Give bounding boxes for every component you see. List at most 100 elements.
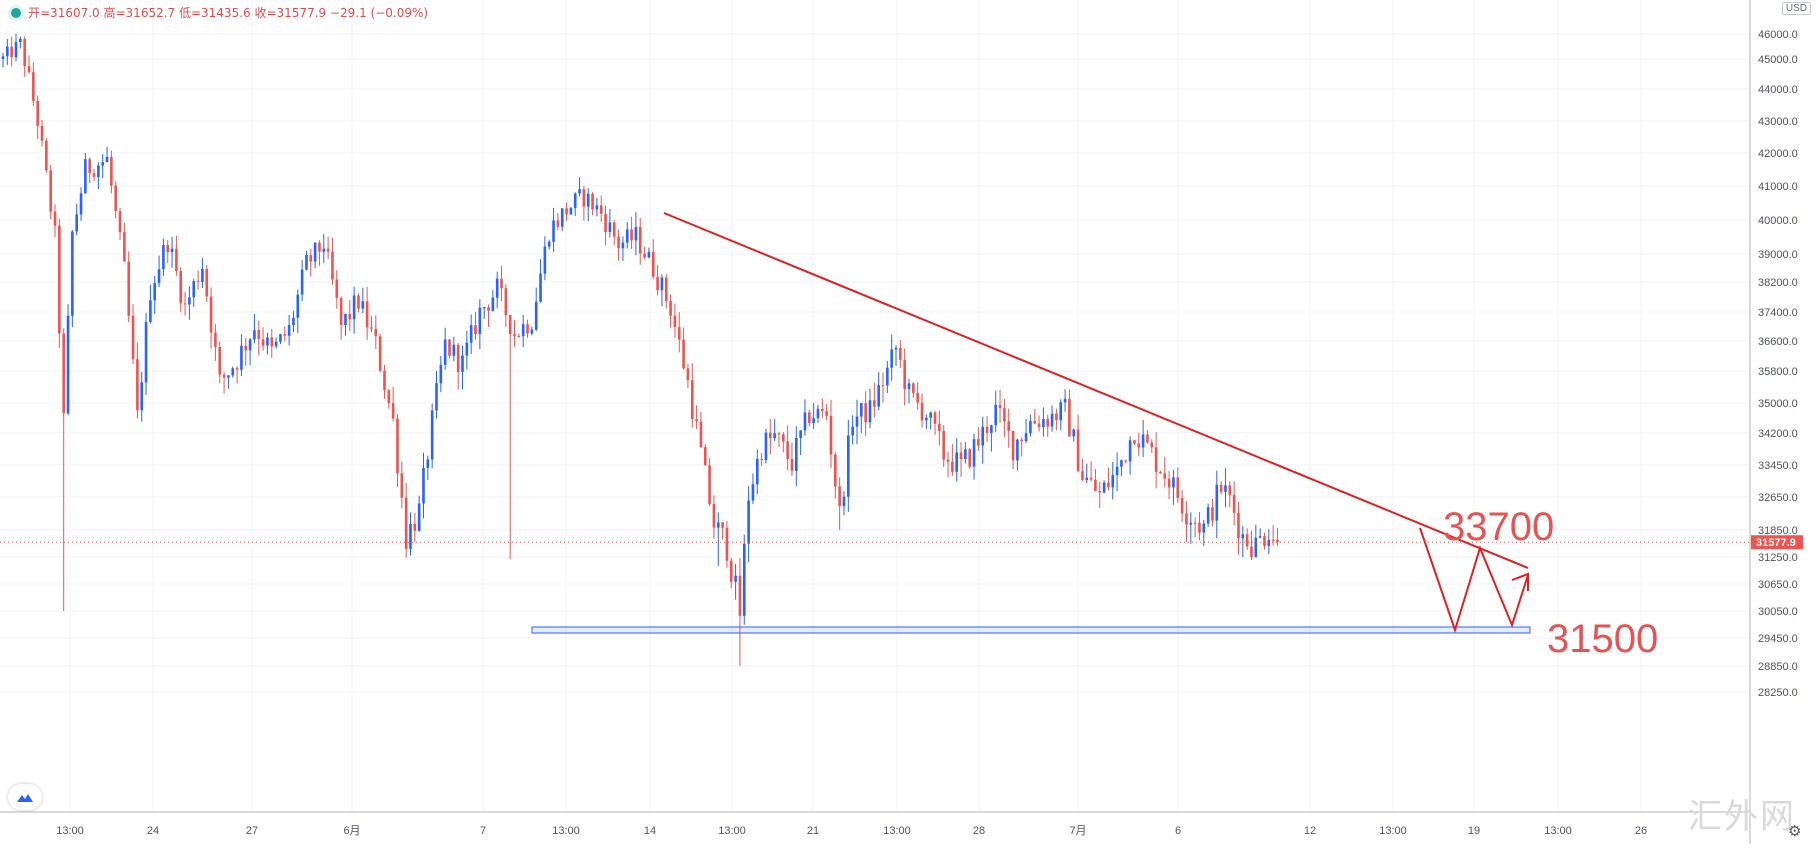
y-tick-label: 46000.0 <box>1758 29 1798 41</box>
candle-body <box>1029 421 1032 434</box>
candle-body <box>1276 539 1279 543</box>
candle-body <box>751 484 755 501</box>
y-tick-label: 29450.0 <box>1758 633 1798 645</box>
candle-body <box>49 170 52 212</box>
candle-body <box>842 496 846 507</box>
candle-body <box>183 303 187 305</box>
candle-body <box>339 298 343 325</box>
candle-body <box>578 189 581 194</box>
y-tick-label: 34200.0 <box>1758 428 1798 440</box>
candle-body <box>565 208 568 215</box>
candle-body <box>123 232 126 262</box>
drawings: 33700 31500 <box>0 212 1750 661</box>
candle-body <box>1245 534 1249 547</box>
candle-body <box>573 193 577 209</box>
y-tick-label: 38200.0 <box>1758 277 1798 289</box>
candle-body <box>118 211 122 233</box>
candle-body <box>725 527 729 561</box>
candle-body <box>45 140 48 171</box>
tradingview-logo-button[interactable] <box>8 784 42 810</box>
candle-body <box>1258 536 1262 538</box>
candle-body <box>417 503 421 531</box>
y-tick-label: 40000.0 <box>1758 215 1798 227</box>
candle-body <box>1219 484 1223 492</box>
y-tick-label: 39000.0 <box>1758 249 1798 261</box>
candle-body <box>465 342 469 356</box>
candle-body <box>205 268 209 297</box>
settings-gear-icon[interactable]: ⚙ <box>1788 823 1802 840</box>
candle-body <box>747 500 750 544</box>
candle-body <box>773 433 776 439</box>
last-price-tag <box>1751 535 1803 550</box>
candle-body <box>1111 475 1115 488</box>
candle-body <box>998 404 1002 409</box>
candle-body <box>140 382 144 411</box>
x-tick-label: 26 <box>1635 825 1647 837</box>
y-tick-label: 35800.0 <box>1758 366 1798 378</box>
candle-body <box>352 295 356 320</box>
candle-body <box>413 523 417 531</box>
candle-body <box>851 426 854 436</box>
candle-body <box>227 375 230 378</box>
candle-body <box>656 276 659 291</box>
candle-body <box>812 418 815 424</box>
candle-body <box>703 447 707 466</box>
candle-body <box>964 449 967 460</box>
candle-body <box>500 278 503 289</box>
candle-body <box>79 193 83 215</box>
candle-body <box>929 412 932 418</box>
candle-body <box>1094 479 1097 491</box>
candle-body <box>1159 471 1162 474</box>
candle-body <box>1059 402 1063 421</box>
x-tick-label: 12 <box>1304 825 1316 837</box>
candle-body <box>825 410 828 416</box>
candle-body <box>521 324 525 337</box>
candle-body <box>673 315 677 328</box>
candle-body <box>1137 443 1141 448</box>
candle-body <box>452 344 456 356</box>
candle-body <box>951 461 954 472</box>
candle-body <box>1072 429 1076 437</box>
candle-body <box>764 432 768 460</box>
candle-body <box>318 242 321 252</box>
candle-body <box>1232 494 1236 513</box>
candle-body <box>1042 418 1045 428</box>
candle-body <box>75 214 78 232</box>
candle-body <box>27 66 31 73</box>
candle-body <box>71 231 74 316</box>
y-tick-label: 43000.0 <box>1758 116 1798 128</box>
candle-body <box>881 385 885 387</box>
candle-body <box>266 337 269 346</box>
candle-body <box>469 325 473 343</box>
support-zone-rect <box>531 626 1531 634</box>
candle-body <box>1167 478 1171 488</box>
candle-body <box>1154 447 1158 472</box>
candle-body <box>335 279 339 299</box>
candle-body <box>1172 477 1175 488</box>
candle-body <box>599 205 603 214</box>
candle-body <box>933 412 937 424</box>
x-tick-label: 19 <box>1468 825 1480 837</box>
y-tick-label: 44000.0 <box>1758 84 1798 96</box>
candle-body <box>677 327 681 340</box>
x-tick-label: 7 <box>480 825 486 837</box>
y-tick-label: 36600.0 <box>1758 336 1798 348</box>
candle-body <box>1089 477 1093 480</box>
candle-body <box>66 315 70 414</box>
candle-body <box>1102 482 1106 493</box>
candle-body <box>586 193 590 207</box>
candle-body <box>864 403 867 423</box>
candle-body <box>383 370 386 391</box>
candle-body <box>1020 439 1024 442</box>
candle-body <box>231 368 235 376</box>
currency-badge[interactable]: USD <box>1781 2 1811 15</box>
candle-body <box>456 344 460 372</box>
candle-body <box>136 359 139 411</box>
candle-body <box>1085 477 1089 481</box>
y-tick-label: 32650.0 <box>1758 492 1798 504</box>
candle-body <box>977 439 980 446</box>
candle-body <box>1150 442 1154 448</box>
candle-body <box>868 400 872 423</box>
